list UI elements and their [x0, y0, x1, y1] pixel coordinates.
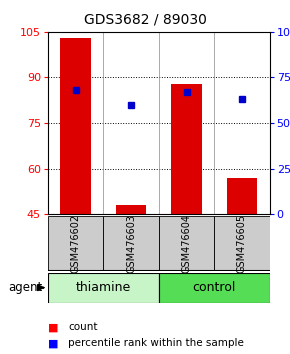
Bar	[171, 84, 202, 214]
Bar	[48, 273, 159, 303]
Bar	[227, 178, 257, 214]
Text: GSM476602: GSM476602	[70, 214, 81, 273]
Text: percentile rank within the sample: percentile rank within the sample	[68, 338, 244, 348]
Bar	[48, 216, 103, 271]
Bar	[103, 216, 159, 271]
Bar	[159, 216, 214, 271]
Text: GSM476603: GSM476603	[126, 214, 136, 273]
Text: GDS3682 / 89030: GDS3682 / 89030	[84, 12, 206, 27]
Text: agent: agent	[8, 281, 42, 294]
Text: GSM476604: GSM476604	[182, 214, 191, 273]
Bar	[60, 38, 91, 214]
Text: GSM476605: GSM476605	[237, 214, 247, 273]
Bar	[159, 273, 270, 303]
Bar	[116, 205, 146, 214]
Text: control: control	[193, 281, 236, 294]
Text: count: count	[68, 322, 98, 332]
Text: thiamine: thiamine	[76, 281, 131, 294]
Text: ■: ■	[48, 338, 58, 348]
Bar	[214, 216, 270, 271]
Text: ■: ■	[48, 322, 58, 332]
